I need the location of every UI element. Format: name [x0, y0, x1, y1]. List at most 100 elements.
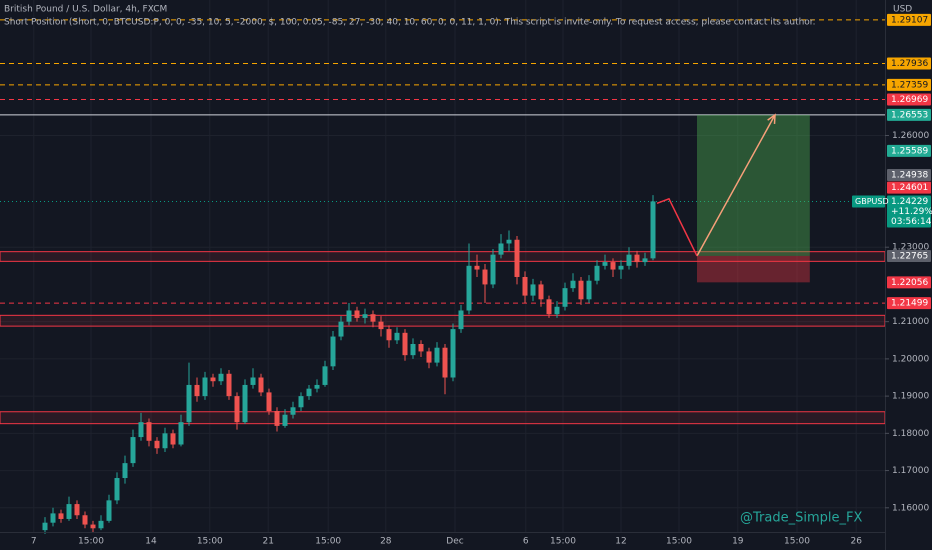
arrow-head — [767, 113, 776, 124]
candle-body — [346, 310, 352, 322]
candle-body — [306, 388, 312, 397]
price-change: +11.29% — [891, 207, 932, 217]
price-label: 1.24601 — [891, 183, 928, 193]
target-arrow — [696, 114, 776, 257]
x-tick-label: 28 — [380, 537, 392, 547]
zone — [0, 314, 886, 327]
candle-body — [58, 513, 64, 519]
candle-body — [42, 522, 48, 531]
candle-body — [186, 384, 192, 423]
price-label-bg — [887, 57, 931, 70]
loss-zone — [697, 255, 810, 283]
price-label: 1.24938 — [891, 171, 928, 181]
candle-body — [202, 377, 208, 397]
candle-body — [330, 336, 336, 367]
x-tick-label: Dec — [446, 537, 463, 547]
candle-body — [354, 310, 360, 318]
candle-body — [498, 243, 504, 255]
watermark: @Trade_Simple_FX — [740, 511, 862, 526]
candle-body — [290, 407, 296, 415]
candle-body — [434, 347, 440, 363]
candle-body — [314, 384, 320, 389]
candle-body — [602, 262, 608, 266]
grid — [0, 0, 885, 532]
x-tick-label: 26 — [850, 537, 862, 547]
candle-body — [90, 524, 96, 529]
level-lines — [0, 19, 885, 304]
candle-body — [458, 310, 464, 330]
symbol-tag: GBPUSD — [855, 197, 889, 206]
axes: 1.26000 1.23000 1.21000 1.20000 1.19000 1.180… — [31, 13, 932, 547]
candle-body — [650, 201, 656, 259]
y-tick-label: 1.21000 — [892, 317, 929, 327]
candle-body — [138, 422, 144, 438]
price-label: 1.27359 — [891, 80, 928, 90]
candle-body — [338, 321, 344, 337]
candle-body — [218, 373, 224, 382]
candle-body — [210, 377, 216, 382]
y-tick-label: 1.18000 — [892, 429, 929, 439]
candle-body — [370, 314, 376, 322]
candle-body — [298, 396, 304, 408]
candle-body — [386, 329, 392, 341]
x-tick-label: 15:00 — [550, 537, 576, 547]
candle-body — [66, 504, 72, 519]
candle-body — [402, 332, 408, 356]
candle-body — [546, 299, 552, 315]
candle-body — [226, 373, 232, 397]
x-tick-label: 15:00 — [78, 537, 104, 547]
y-tick-label: 1.26000 — [892, 131, 929, 141]
candle-body — [626, 254, 632, 266]
candle-body — [482, 269, 488, 285]
candle-body — [522, 276, 528, 296]
x-tick-label: 15:00 — [784, 537, 810, 547]
x-tick-label: 15:00 — [315, 537, 341, 547]
candle-body — [282, 414, 288, 426]
candle-body — [178, 422, 184, 445]
price-label: 1.21499 — [891, 299, 928, 309]
candle-body — [514, 239, 520, 277]
candle-body — [378, 321, 384, 330]
candle-body — [450, 329, 456, 378]
position-tool — [656, 113, 810, 283]
candle-body — [130, 437, 136, 464]
candle-body — [554, 306, 560, 315]
candles — [42, 195, 656, 534]
candle-body — [586, 280, 592, 300]
profit-zone — [697, 114, 810, 256]
price-label: 1.22765 — [891, 251, 928, 261]
price-label-bg — [887, 108, 931, 121]
candle-body — [490, 254, 496, 285]
candle-body — [170, 433, 176, 445]
candle-body — [234, 396, 240, 423]
countdown: 03:56:14 — [891, 217, 932, 227]
x-tick-label: 21 — [262, 537, 273, 547]
price-label: 1.26553 — [891, 110, 928, 120]
candle-body — [50, 513, 56, 523]
zone — [0, 411, 886, 425]
price-label-bg — [887, 144, 931, 157]
y-tick-label: 1.23000 — [892, 243, 929, 253]
x-tick-label: 6 — [523, 537, 529, 547]
price-label-bg — [887, 78, 931, 91]
price-label-bg — [887, 249, 931, 262]
candle-body — [362, 314, 368, 318]
price-label: 1.26969 — [891, 95, 928, 105]
candle-body — [146, 422, 152, 441]
candle-body — [114, 478, 120, 501]
price-label: 1.22056 — [891, 278, 928, 288]
y-tick-label: 1.17000 — [892, 466, 929, 476]
y-tick-label: 1.19000 — [892, 392, 929, 402]
y-tick-label: 1.16000 — [892, 503, 929, 513]
candle-body — [474, 265, 480, 270]
indicator-line: Short Position (Short, 0, BTCUSD:P, 0, 0… — [4, 18, 816, 28]
candle-body — [266, 392, 272, 412]
price-label-bg — [887, 297, 931, 310]
candle-body — [506, 239, 512, 244]
candle-body — [530, 284, 536, 296]
projection-line — [656, 197, 698, 257]
price-label-bg — [887, 195, 931, 228]
candle-body — [634, 254, 640, 263]
symbol-tag-bg — [852, 195, 885, 208]
